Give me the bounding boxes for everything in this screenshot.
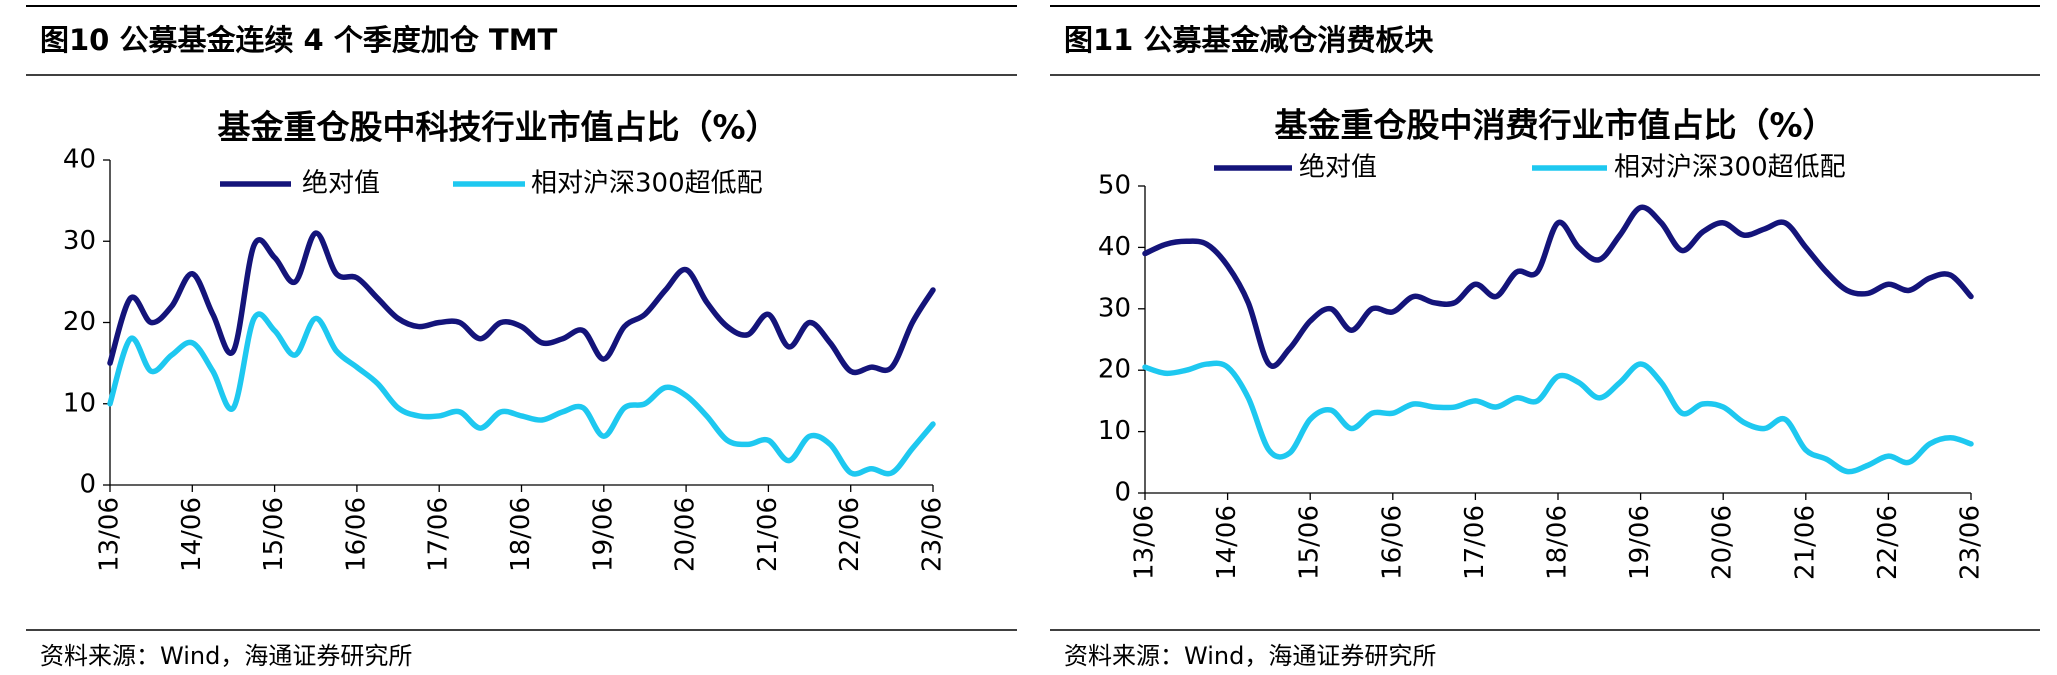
x-tick-label: 23/06 [1956, 505, 1986, 580]
series-line [107, 311, 936, 477]
x-tick-label: 13/06 [1130, 505, 1160, 580]
y-tick-label: 0 [1114, 478, 1131, 508]
x-tick-label: 20/06 [671, 497, 701, 572]
chart-title: 基金重仓股中消费行业市值占比（%） [1274, 106, 1835, 145]
x-tick-label: 16/06 [1377, 505, 1407, 580]
x-tick-label: 21/06 [753, 497, 783, 572]
x-tick-label: 14/06 [1212, 505, 1242, 580]
x-tick-label: 23/06 [918, 497, 948, 572]
y-tick-label: 10 [63, 388, 96, 418]
y-tick-label: 50 [1098, 171, 1131, 201]
y-tick-label: 40 [1098, 232, 1131, 262]
y-tick-label: 20 [63, 307, 96, 337]
y-tick-label: 10 [1098, 416, 1131, 446]
x-tick-label: 16/06 [341, 497, 371, 572]
x-tick-label: 20/06 [1708, 505, 1738, 580]
x-tick-label: 22/06 [835, 497, 865, 572]
legend-label: 绝对值 [302, 169, 380, 199]
x-tick-label: 15/06 [259, 497, 289, 572]
chart-title: 基金重仓股中科技行业市值占比（%） [217, 108, 778, 147]
x-tick-label: 18/06 [506, 497, 536, 572]
x-tick-label: 17/06 [1460, 505, 1490, 580]
x-tick-label: 19/06 [1625, 505, 1655, 580]
legend-label: 相对沪深300超低配 [1614, 153, 1846, 183]
x-tick-label: 18/06 [1543, 505, 1573, 580]
figure-title: 图10 公募基金连续 4 个季度加仓 TMT [40, 23, 558, 57]
x-tick-label: 22/06 [1873, 505, 1903, 580]
x-tick-label: 21/06 [1790, 505, 1820, 580]
y-tick-label: 30 [1098, 293, 1131, 323]
x-tick-label: 14/06 [177, 497, 207, 572]
source-note: 资料来源：Wind，海通证券研究所 [40, 642, 412, 670]
y-tick-label: 20 [1098, 355, 1131, 385]
series-line [107, 230, 936, 376]
y-tick-label: 30 [63, 226, 96, 256]
x-tick-label: 17/06 [424, 497, 454, 572]
series-line [1142, 204, 1974, 369]
x-tick-label: 13/06 [95, 497, 125, 572]
legend-label: 绝对值 [1299, 153, 1377, 183]
legend-label: 相对沪深300超低配 [531, 169, 763, 199]
y-tick-label: 40 [63, 145, 96, 175]
series-line [1142, 360, 1974, 475]
y-tick-label: 0 [79, 470, 96, 500]
figure-title: 图11 公募基金减仓消费板块 [1064, 23, 1433, 57]
x-tick-label: 15/06 [1295, 505, 1325, 580]
x-tick-label: 19/06 [588, 497, 618, 572]
source-note: 资料来源：Wind，海通证券研究所 [1064, 642, 1436, 670]
